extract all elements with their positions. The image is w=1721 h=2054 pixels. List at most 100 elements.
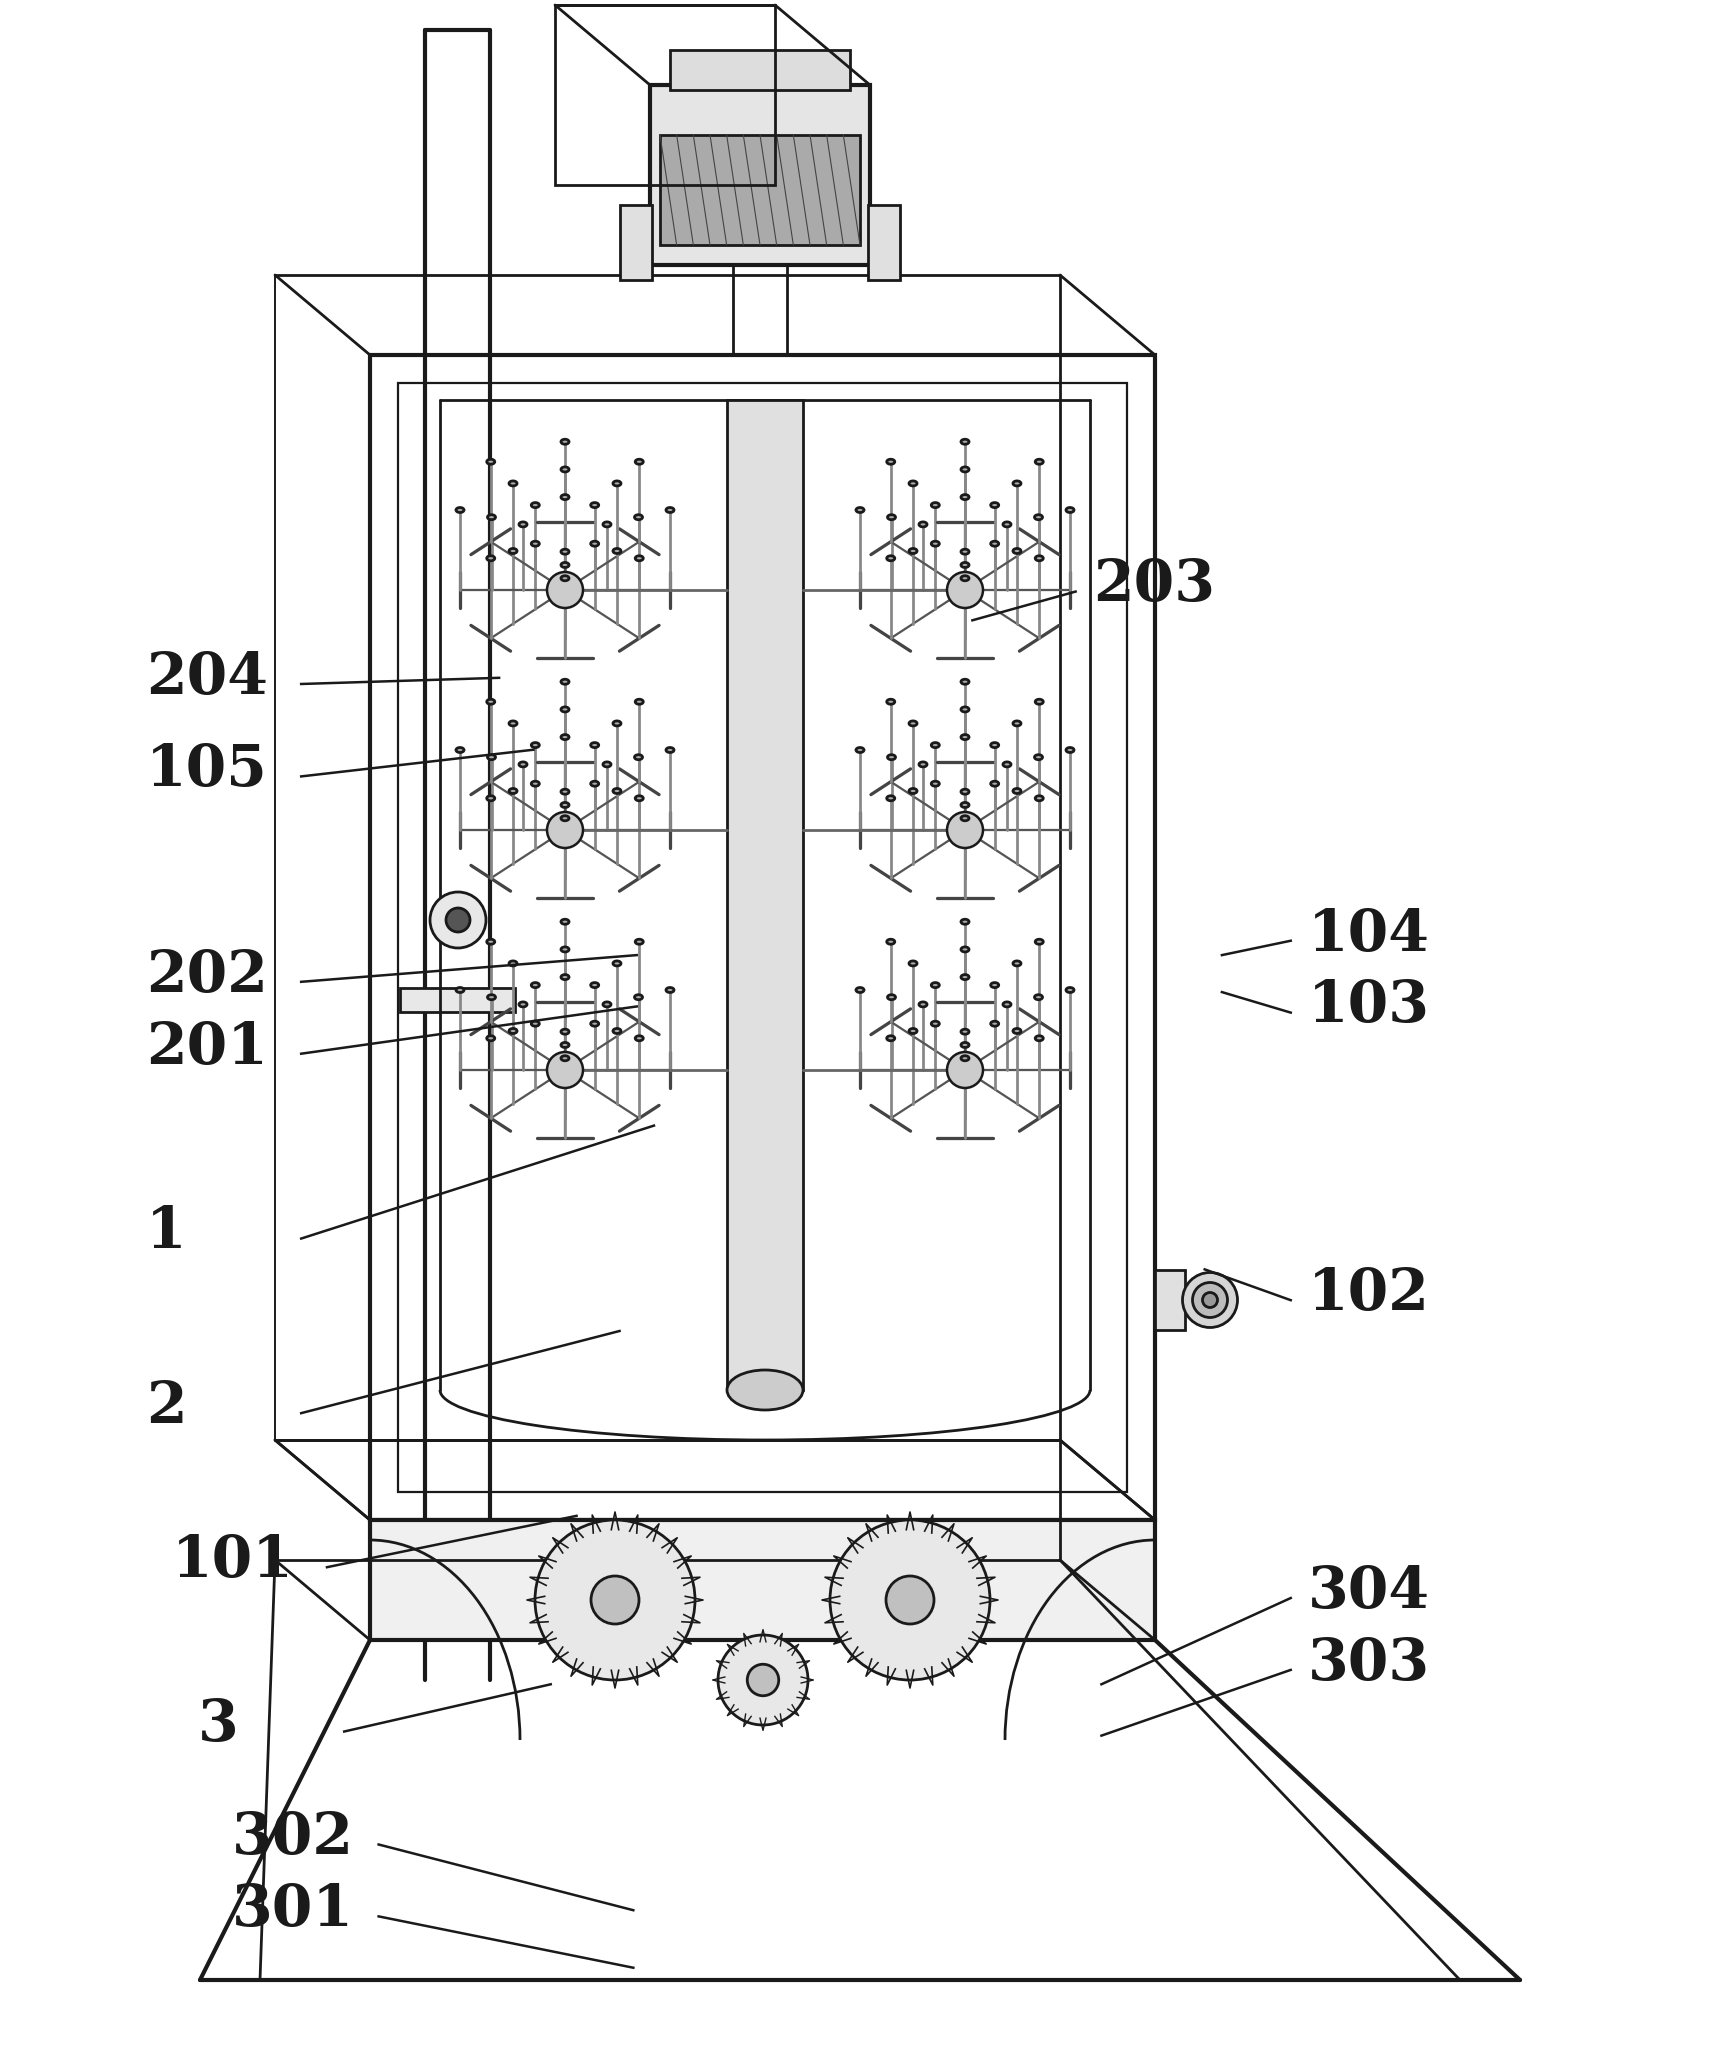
Ellipse shape: [1036, 698, 1043, 705]
Text: 103: 103: [1308, 978, 1430, 1035]
Circle shape: [747, 1664, 778, 1697]
Ellipse shape: [960, 920, 969, 924]
Text: 201: 201: [146, 1019, 268, 1076]
Ellipse shape: [909, 1029, 917, 1033]
Bar: [659, 136, 860, 244]
Ellipse shape: [561, 815, 570, 822]
Ellipse shape: [613, 548, 621, 553]
Ellipse shape: [1034, 754, 1043, 760]
Ellipse shape: [886, 939, 895, 945]
Ellipse shape: [960, 815, 969, 822]
Circle shape: [547, 1052, 583, 1089]
Ellipse shape: [487, 754, 496, 760]
Ellipse shape: [931, 982, 940, 988]
Ellipse shape: [532, 1021, 539, 1027]
Ellipse shape: [991, 982, 998, 988]
Ellipse shape: [909, 481, 917, 487]
Bar: [399, 988, 515, 1013]
Ellipse shape: [561, 466, 570, 472]
Ellipse shape: [1065, 988, 1074, 992]
Ellipse shape: [1014, 548, 1021, 553]
Ellipse shape: [1182, 1273, 1237, 1327]
Ellipse shape: [532, 781, 539, 787]
Ellipse shape: [456, 988, 465, 992]
Ellipse shape: [509, 548, 516, 553]
Ellipse shape: [1034, 994, 1043, 1000]
Ellipse shape: [1014, 961, 1021, 965]
Ellipse shape: [991, 540, 998, 546]
Bar: [554, 4, 774, 185]
Ellipse shape: [931, 1021, 940, 1027]
Ellipse shape: [1014, 1029, 1021, 1033]
Ellipse shape: [532, 503, 539, 507]
Ellipse shape: [635, 1035, 644, 1041]
Ellipse shape: [561, 575, 570, 581]
Ellipse shape: [1014, 789, 1021, 793]
Text: 104: 104: [1308, 906, 1430, 963]
Ellipse shape: [509, 721, 516, 725]
Ellipse shape: [931, 540, 940, 546]
Ellipse shape: [931, 503, 940, 507]
Ellipse shape: [666, 507, 675, 514]
Ellipse shape: [635, 557, 644, 561]
Ellipse shape: [960, 575, 969, 581]
Ellipse shape: [888, 754, 895, 760]
Ellipse shape: [532, 744, 539, 748]
Bar: [398, 382, 1127, 1491]
Ellipse shape: [561, 1056, 570, 1060]
Ellipse shape: [960, 789, 969, 795]
Ellipse shape: [561, 974, 570, 980]
Ellipse shape: [635, 516, 642, 520]
Text: 101: 101: [172, 1532, 294, 1590]
Ellipse shape: [909, 721, 917, 725]
Ellipse shape: [855, 988, 864, 992]
Circle shape: [547, 811, 583, 848]
Ellipse shape: [635, 994, 642, 1000]
Ellipse shape: [1036, 1035, 1043, 1041]
Ellipse shape: [561, 947, 570, 951]
Ellipse shape: [602, 762, 611, 766]
Bar: [370, 1520, 1155, 1639]
Circle shape: [718, 1635, 807, 1725]
Ellipse shape: [635, 460, 644, 464]
Bar: [867, 205, 900, 279]
Ellipse shape: [1014, 481, 1021, 487]
Text: 302: 302: [232, 1810, 355, 1867]
Ellipse shape: [487, 557, 494, 561]
Ellipse shape: [509, 1029, 516, 1033]
Ellipse shape: [561, 680, 570, 684]
Circle shape: [947, 571, 983, 608]
Ellipse shape: [635, 795, 644, 801]
Ellipse shape: [960, 803, 969, 807]
Text: 102: 102: [1308, 1265, 1430, 1323]
Text: 105: 105: [146, 741, 268, 799]
Ellipse shape: [561, 789, 570, 795]
Ellipse shape: [1034, 516, 1043, 520]
Ellipse shape: [487, 994, 496, 1000]
Ellipse shape: [1036, 557, 1043, 561]
Ellipse shape: [635, 939, 644, 945]
Text: 203: 203: [1093, 557, 1215, 614]
Ellipse shape: [726, 1370, 804, 1409]
Circle shape: [830, 1520, 990, 1680]
Ellipse shape: [1014, 721, 1021, 725]
Ellipse shape: [960, 1029, 969, 1035]
Ellipse shape: [561, 707, 570, 713]
Ellipse shape: [561, 548, 570, 555]
Ellipse shape: [590, 982, 599, 988]
Text: 303: 303: [1308, 1635, 1430, 1692]
Ellipse shape: [855, 748, 864, 752]
Ellipse shape: [520, 522, 527, 528]
Ellipse shape: [919, 522, 928, 528]
Ellipse shape: [666, 748, 675, 752]
Ellipse shape: [590, 503, 599, 507]
Ellipse shape: [509, 789, 516, 793]
Ellipse shape: [960, 1043, 969, 1048]
Ellipse shape: [602, 522, 611, 528]
Text: 204: 204: [146, 649, 268, 707]
Text: 3: 3: [198, 1697, 239, 1754]
Ellipse shape: [561, 495, 570, 499]
Ellipse shape: [532, 540, 539, 546]
Ellipse shape: [1003, 762, 1010, 766]
Ellipse shape: [960, 563, 969, 567]
